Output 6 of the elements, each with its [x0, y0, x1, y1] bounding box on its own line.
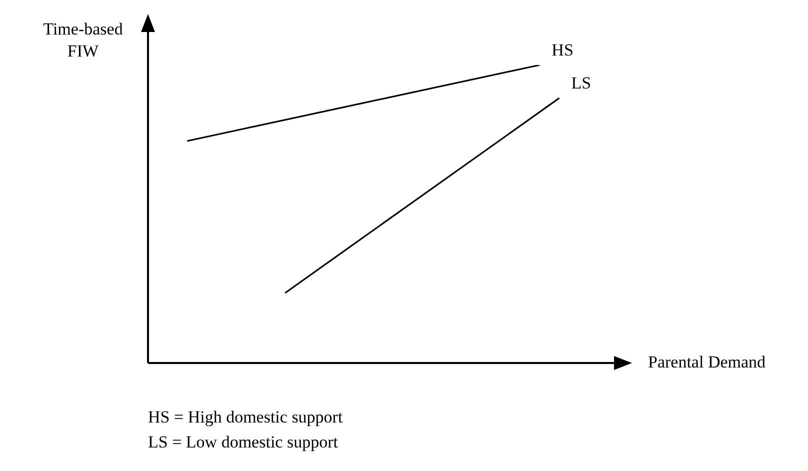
x-axis-title: Parental Demand: [648, 352, 766, 372]
y-axis-title: Time-based FIW: [43, 19, 124, 60]
series-label: HS: [552, 40, 574, 60]
text: HS = High domestic support: [148, 407, 343, 426]
series-label: LS: [571, 74, 592, 93]
text: LS = Low domestic support: [148, 432, 338, 452]
